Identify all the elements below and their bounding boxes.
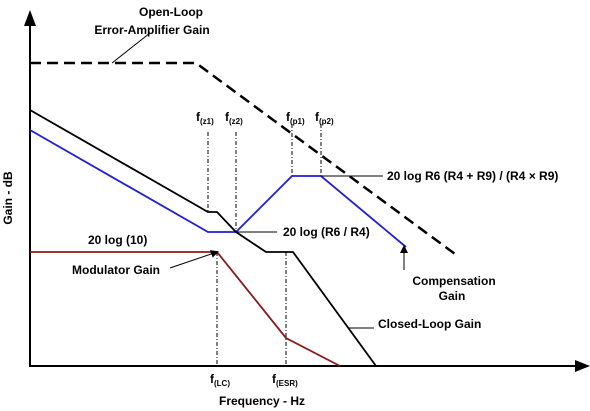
modulator-gain-curve (30, 251, 341, 367)
y-axis-title: Gain - dB (1, 171, 15, 225)
modulator-leader (169, 250, 219, 269)
flc-label: f(LC) (210, 372, 230, 388)
modulator-gain-formula: 20 log (10) (88, 233, 147, 247)
compensation-gain-label-line1: Compensation (412, 274, 495, 288)
open-loop-leader (111, 32, 151, 64)
high-gain-formula: 20 log R6 (R4 + R9) / (R4 × R9) (387, 169, 558, 183)
y-axis-arrow-icon (24, 10, 36, 26)
closed-loop-gain-label: Closed-Loop Gain (378, 317, 481, 331)
modulator-gain-label: Modulator Gain (72, 263, 160, 277)
open-loop-label-line1: Open-Loop (139, 5, 203, 19)
fesr-label: f(ESR) (272, 372, 298, 388)
compensation-gain-curve (29, 129, 407, 248)
fz2-label: f(z2) (225, 110, 243, 126)
fp2-label: f(p2) (315, 110, 334, 126)
open-loop-gain-curve (30, 61, 456, 256)
x-axis-title: Frequency - Hz (219, 394, 305, 408)
mid-gain-formula: 20 log (R6 / R4) (283, 225, 370, 239)
fz1-label: f(z1) (196, 110, 214, 126)
open-loop-label-line2: Error-Amplifier Gain (94, 23, 209, 37)
compensation-gain-label-line2: Gain (439, 289, 466, 303)
x-axis-arrow-icon (575, 360, 590, 372)
fp1-label: f(p1) (286, 110, 305, 126)
